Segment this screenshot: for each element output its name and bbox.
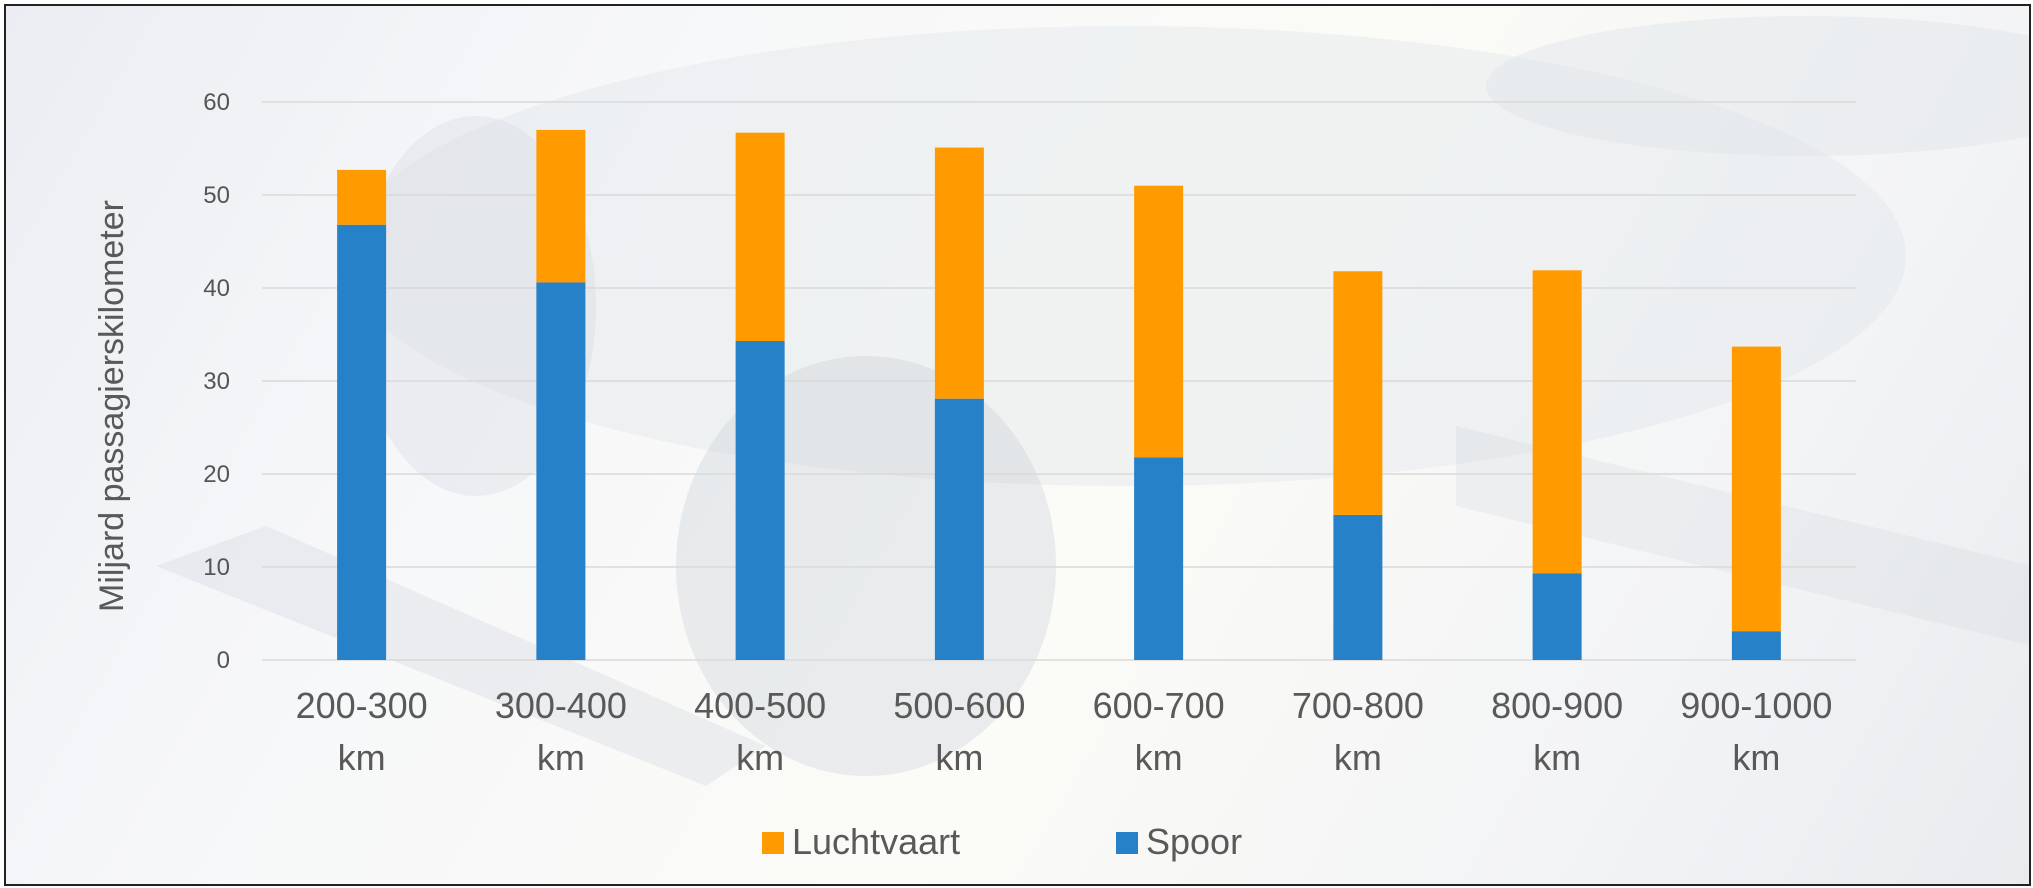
bar-spoor-500-600 <box>934 398 984 660</box>
x-tick-label: 500-600 <box>893 685 1025 726</box>
y-axis-ticks: 0 10 20 30 40 50 60 <box>203 89 230 674</box>
bar-spoor-900-1000 <box>1731 631 1781 660</box>
x-tick-label: 300-400 <box>495 685 627 726</box>
x-tick-label: km <box>1732 737 1780 778</box>
stacked-bar-chart: 0 10 20 30 40 50 60 200-300 km 300-400 km 400-500 k… <box>93 89 1856 862</box>
x-tick-label: km <box>1135 737 1183 778</box>
x-tick-label: 700-800 <box>1292 685 1424 726</box>
bar-spoor-800-900 <box>1532 573 1582 660</box>
chart-frame: 0 10 20 30 40 50 60 200-300 km 300-400 km 400-500 k… <box>4 4 2031 886</box>
y-tick-label: 40 <box>203 275 230 302</box>
bar-luchtvaart-500-600 <box>934 147 984 399</box>
bar-luchtvaart-700-800 <box>1333 271 1383 515</box>
bar-spoor-400-500 <box>735 341 785 660</box>
legend-label-luchtvaart: Luchtvaart <box>792 821 960 862</box>
x-tick-label: km <box>935 737 983 778</box>
bar-luchtvaart-400-500 <box>735 132 785 342</box>
legend-swatch-luchtvaart <box>762 832 784 854</box>
bar-luchtvaart-200-300 <box>337 169 387 225</box>
y-axis-title: Miljard passagierskilometer <box>93 200 131 612</box>
x-axis-category-labels: 200-300 km 300-400 km 400-500 km 500-600 km 600-… <box>296 685 1833 778</box>
x-tick-label: km <box>1533 737 1581 778</box>
bar-spoor-600-700 <box>1134 457 1184 660</box>
y-tick-label: 20 <box>203 461 230 488</box>
x-tick-label: 900-1000 <box>1680 685 1832 726</box>
y-tick-label: 50 <box>203 182 230 209</box>
y-tick-label: 60 <box>203 89 230 116</box>
bar-luchtvaart-800-900 <box>1532 270 1582 574</box>
bars <box>337 129 1781 660</box>
legend-label-spoor: Spoor <box>1146 821 1242 862</box>
x-tick-label: km <box>736 737 784 778</box>
bar-luchtvaart-600-700 <box>1134 185 1184 458</box>
bar-luchtvaart-300-400 <box>536 129 586 283</box>
x-tick-label: 600-700 <box>1093 685 1225 726</box>
x-tick-label: km <box>1334 737 1382 778</box>
bar-spoor-700-800 <box>1333 514 1383 660</box>
y-tick-label: 30 <box>203 368 230 395</box>
y-tick-label: 0 <box>217 647 230 674</box>
x-tick-label: 800-900 <box>1491 685 1623 726</box>
y-tick-label: 10 <box>203 554 230 581</box>
legend: Luchtvaart Spoor <box>762 821 1242 862</box>
x-tick-label: 400-500 <box>694 685 826 726</box>
gridlines <box>262 101 1856 661</box>
bar-spoor-200-300 <box>337 224 387 660</box>
x-tick-label: km <box>338 737 386 778</box>
x-tick-label: km <box>537 737 585 778</box>
x-tick-label: 200-300 <box>296 685 428 726</box>
bar-spoor-300-400 <box>536 282 586 660</box>
legend-swatch-spoor <box>1116 832 1138 854</box>
bar-luchtvaart-900-1000 <box>1731 346 1781 632</box>
